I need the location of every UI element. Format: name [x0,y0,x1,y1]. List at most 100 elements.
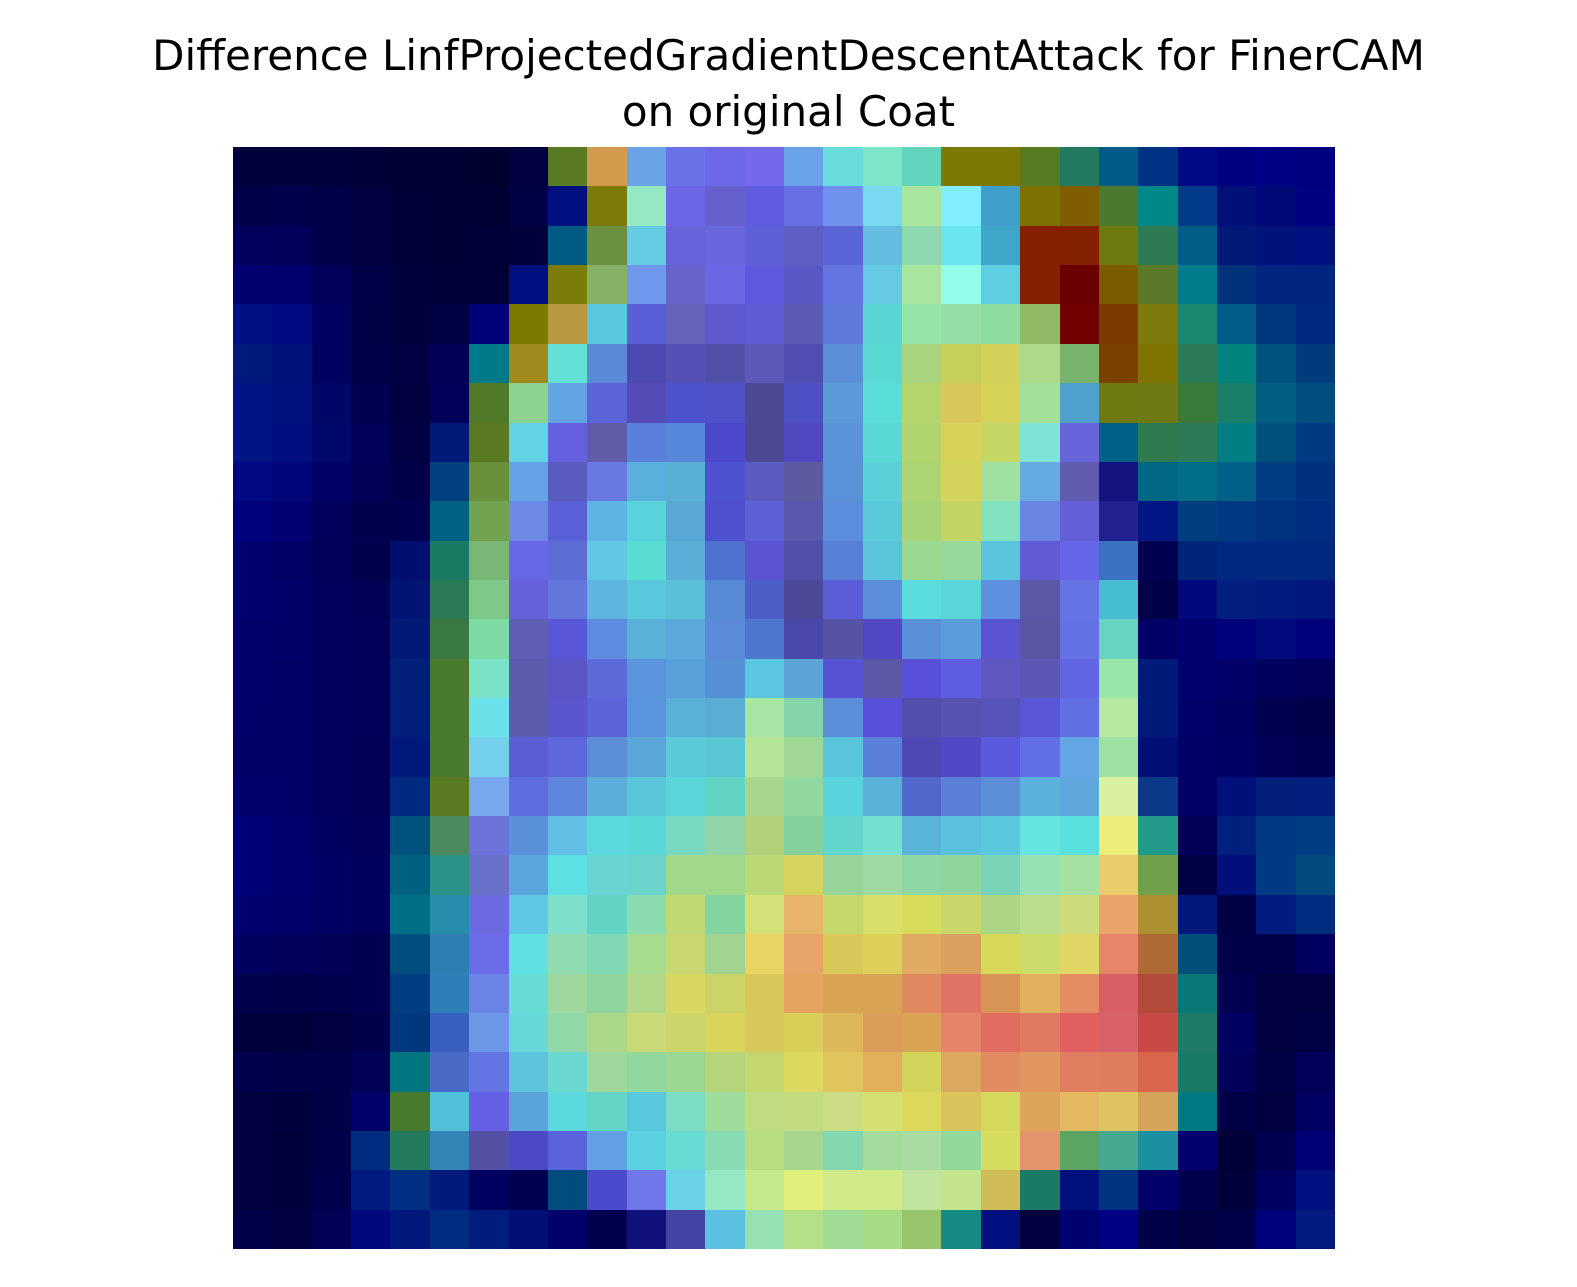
heatmap-cell [1059,186,1099,226]
heatmap-cell [351,383,391,423]
heatmap-cell [311,1209,352,1249]
heatmap-cell [469,501,509,541]
heatmap-cell [1020,855,1060,895]
heatmap-cell [469,1130,509,1171]
heatmap-cell [1177,1091,1217,1131]
heatmap-cell [351,147,391,187]
heatmap-cell [272,265,312,305]
heatmap-cell [705,1012,745,1053]
heatmap-cell [744,225,784,266]
heatmap-cell [1098,1130,1139,1171]
heatmap-cell [1138,1091,1178,1131]
heatmap-cell [272,658,312,698]
heatmap-cell [980,265,1021,305]
heatmap-cell [705,579,745,620]
heatmap-cell [547,619,588,659]
heatmap-cell [902,540,942,580]
heatmap-cell [902,816,942,856]
heatmap-cell [272,934,312,974]
heatmap-cell [390,934,430,974]
heatmap-cell [508,186,548,226]
heatmap-cell [1295,894,1335,935]
heatmap-cell [862,776,903,817]
heatmap-cell [508,698,548,738]
heatmap-cell [1177,265,1217,305]
heatmap-cell [1059,383,1099,423]
heatmap-cell [1216,265,1257,305]
heatmap-cell [1295,1052,1335,1092]
heatmap-cell [1020,776,1060,817]
heatmap-cell [744,186,784,226]
heatmap-cell [1216,776,1257,817]
heatmap-cell [823,147,863,187]
heatmap-cell [1256,855,1296,895]
heatmap-cell [744,855,784,895]
heatmap-cell [902,658,942,698]
heatmap-cell [508,304,548,344]
heatmap-cell [587,1012,627,1053]
heatmap-cell [902,619,942,659]
heatmap-cell [1138,737,1178,777]
heatmap-cell [351,1209,391,1249]
heatmap-cell [665,225,706,266]
heatmap-cell [429,225,470,266]
heatmap-cell [469,934,509,974]
heatmap-cell [1020,265,1060,305]
heatmap-cell [1098,225,1139,266]
heatmap-cell [233,461,273,502]
heatmap-cell [941,737,981,777]
heatmap-cell [705,737,745,777]
heatmap-cell [429,973,470,1013]
heatmap-cell [1177,147,1217,187]
heatmap-cell [941,894,981,935]
heatmap-cell [272,1052,312,1092]
heatmap-cell [980,225,1021,266]
heatmap-cell [1177,776,1217,817]
heatmap-cell [390,540,430,580]
heatmap-cell [941,343,981,384]
heatmap-cell [980,383,1021,423]
heatmap-cell [902,776,942,817]
heatmap-cell [1295,1130,1335,1171]
heatmap-cell [626,186,666,226]
heatmap-cell [547,265,588,305]
heatmap-cell [429,1209,470,1249]
figure-title: Difference LinfProjectedGradientDescentA… [0,28,1577,140]
heatmap-cell [862,540,903,580]
heatmap-cell [705,265,745,305]
heatmap-cell [980,1091,1021,1131]
heatmap-cell [351,304,391,344]
heatmap-cell [941,1012,981,1053]
heatmap-cell [941,1130,981,1171]
heatmap-cell [272,461,312,502]
heatmap-cell [587,934,627,974]
heatmap-cell [823,776,863,817]
heatmap-cell [1098,894,1139,935]
heatmap-cell [311,973,352,1013]
heatmap-cell [547,1130,588,1171]
heatmap-cell [1177,973,1217,1013]
heatmap-cell [351,894,391,935]
heatmap-cell [547,1052,588,1092]
heatmap-cell [1020,816,1060,856]
heatmap-cell [862,422,903,462]
heatmap-cell [665,265,706,305]
heatmap-cell [1098,186,1139,226]
heatmap-cell [508,461,548,502]
heatmap-cell [1138,461,1178,502]
heatmap-cell [862,186,903,226]
heatmap-cell [823,816,863,856]
heatmap-cell [1020,1170,1060,1210]
heatmap-cell [1256,737,1296,777]
heatmap-cell [1295,619,1335,659]
heatmap-cell [665,422,706,462]
heatmap-cell [1020,1130,1060,1171]
heatmap-cell [351,501,391,541]
heatmap-cell [311,894,352,935]
heatmap-cell [665,973,706,1013]
heatmap-cell [233,304,273,344]
heatmap-cell [311,186,352,226]
heatmap-cell [587,1091,627,1131]
heatmap-cell [469,579,509,620]
heatmap-cell [705,855,745,895]
